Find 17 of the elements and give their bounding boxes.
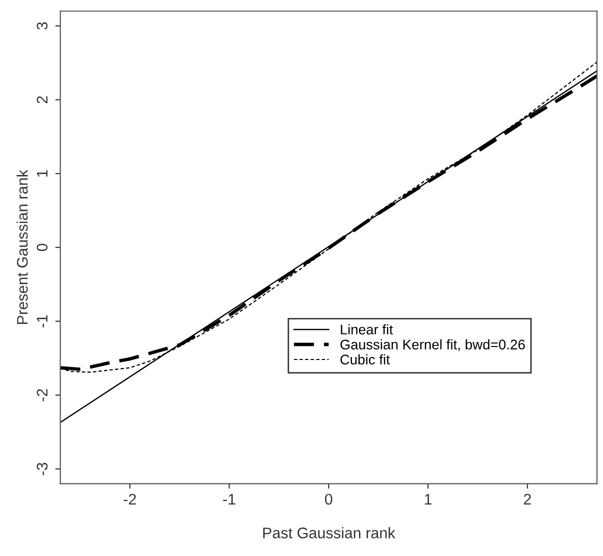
y-tick-label: 1 bbox=[36, 170, 48, 177]
legend-label: Linear fit bbox=[340, 324, 393, 334]
legend-label: Cubic fit bbox=[340, 354, 390, 365]
y-tick-label: -3 bbox=[36, 462, 48, 476]
y-tick-label: -2 bbox=[36, 389, 48, 402]
x-tick-label: 0 bbox=[324, 494, 332, 505]
x-tick-label: -2 bbox=[124, 494, 136, 505]
x-tick-label: 1 bbox=[424, 494, 432, 505]
y-axis-title: Present Gaussian rank bbox=[16, 170, 28, 324]
x-tick-label: -1 bbox=[223, 494, 236, 505]
y-tick-label: 3 bbox=[36, 22, 48, 30]
x-axis-title: Past Gaussian rank bbox=[263, 527, 396, 538]
x-tick-label: 2 bbox=[524, 494, 531, 505]
y-tick-label: 2 bbox=[36, 96, 48, 104]
y-tick-label: 0 bbox=[36, 244, 48, 252]
y-tick-label: -1 bbox=[36, 315, 48, 328]
legend-label: Gaussian Kernel fit, bwd=0.26 bbox=[340, 339, 525, 352]
